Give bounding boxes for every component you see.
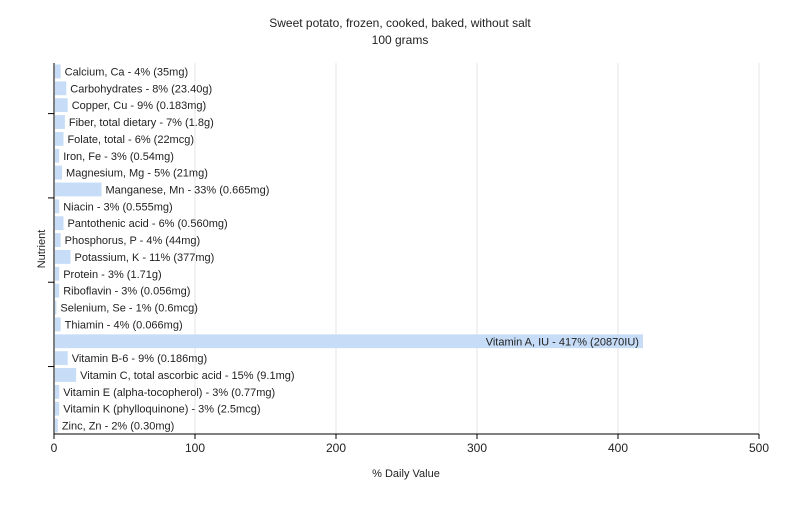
data-label: Magnesium, Mg - 5% (21mg) <box>66 168 208 180</box>
data-label: Calcium, Ca - 4% (35mg) <box>65 66 188 78</box>
data-label: Folate, total - 6% (22mcg) <box>67 134 194 146</box>
axes: 0 100 200 300 400 500 <box>48 63 769 455</box>
bar <box>55 81 67 96</box>
chart-subtitle: 100 grams <box>372 33 429 47</box>
data-label: Riboflavin - 3% (0.056mg) <box>63 286 190 298</box>
bars: Calcium, Ca - 4% (35mg) Carbohydrates - 8… <box>55 64 643 433</box>
bar <box>55 216 64 231</box>
bar <box>55 148 60 163</box>
data-label: Potassium, K - 11% (377mg) <box>75 252 215 264</box>
y-axis-label: Nutrient <box>36 230 48 269</box>
data-label: Vitamin C, total ascorbic acid - 15% (9.… <box>80 370 294 382</box>
bar <box>55 165 63 180</box>
bar <box>55 300 57 315</box>
data-label: Iron, Fe - 3% (0.54mg) <box>63 151 174 163</box>
data-label: Protein - 3% (1.71g) <box>63 269 161 281</box>
bar <box>55 317 61 332</box>
bar <box>55 266 60 281</box>
bar <box>55 250 71 264</box>
x-tick-label: 500 <box>749 441 769 455</box>
x-tick-label: 200 <box>326 441 346 455</box>
bar <box>55 283 60 298</box>
x-tick-label: 0 <box>51 441 58 455</box>
bar <box>55 233 61 247</box>
data-label: Niacin - 3% (0.555mg) <box>63 201 172 213</box>
data-label: Copper, Cu - 9% (0.183mg) <box>72 100 207 112</box>
x-axis-label: % Daily Value <box>372 468 440 480</box>
data-label: Pantothenic acid - 6% (0.560mg) <box>67 218 227 230</box>
bar <box>55 401 60 416</box>
bar <box>55 351 68 366</box>
data-label: Selenium, Se - 1% (0.6mcg) <box>60 303 198 315</box>
bar <box>55 64 61 79</box>
bar <box>55 384 60 399</box>
data-label: Vitamin B-6 - 9% (0.186mg) <box>72 353 208 365</box>
bar <box>55 98 68 113</box>
data-label: Carbohydrates - 8% (23.40g) <box>70 83 212 95</box>
bar <box>55 131 64 146</box>
bar <box>55 334 643 349</box>
data-label: Fiber, total dietary - 7% (1.8g) <box>69 117 214 129</box>
data-label: Vitamin E (alpha-tocopherol) - 3% (0.77m… <box>63 387 275 399</box>
bar <box>55 182 102 197</box>
data-label: Vitamin K (phylloquinone) - 3% (2.5mcg) <box>63 404 260 416</box>
bar <box>55 115 65 129</box>
x-tick-label: 400 <box>608 441 628 455</box>
x-tick-label: 100 <box>185 441 205 455</box>
data-label: Zinc, Zn - 2% (0.30mg) <box>62 421 174 433</box>
bar <box>55 418 58 433</box>
data-label: Phosphorus, P - 4% (44mg) <box>65 235 201 247</box>
bar <box>55 368 77 382</box>
data-label: Manganese, Mn - 33% (0.665mg) <box>106 184 270 196</box>
x-tick-label: 300 <box>467 441 487 455</box>
data-label: Thiamin - 4% (0.066mg) <box>65 319 183 331</box>
chart-title: Sweet potato, frozen, cooked, baked, wit… <box>269 16 531 30</box>
gridlines <box>194 63 760 434</box>
data-label: Vitamin A, IU - 417% (20870IU) <box>486 336 639 348</box>
bar <box>55 199 60 214</box>
